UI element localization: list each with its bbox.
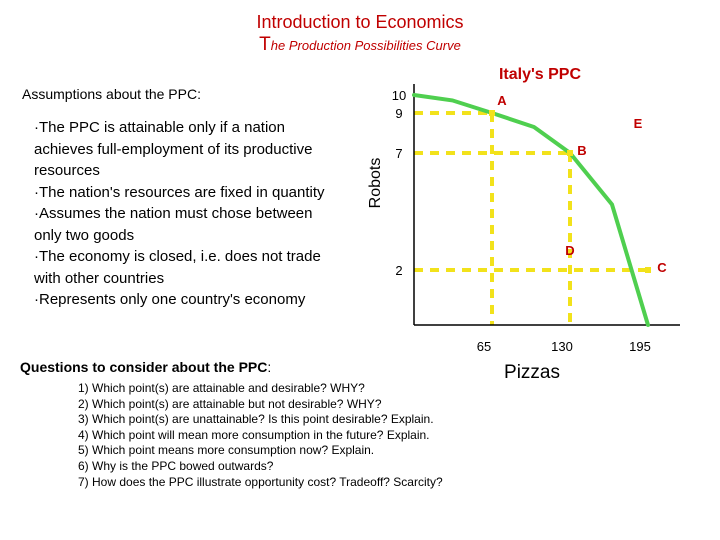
x-axis-label: Pizzas [504,362,560,383]
x-tick-label: 195 [629,339,651,354]
question-item: 6) Why is the PPC bowed outwards? [78,458,274,473]
point-markers [489,110,651,273]
y-tick-label: 10 [392,88,406,103]
questions-heading: Questions to consider about the PPC: [20,359,271,375]
y-tick-label: 9 [395,106,402,121]
assumptions-heading: Assumptions about the PPC: [22,86,201,102]
x-tick-label: 130 [551,339,573,354]
slide-subtitle: The Production Possibilities Curve [0,34,720,56]
point-label-d: D [565,243,574,258]
y-tick-label: 2 [395,263,402,278]
ppc-curve [412,93,650,327]
assumption-item: ·The economy is closed, i.e. does not tr… [34,248,325,287]
questions-heading-colon: : [267,359,272,375]
subtitle-initial: T [259,34,271,55]
point-label-c: C [657,260,667,275]
slide-title: Introduction to Economics [256,12,464,32]
point-label-e: E [634,116,643,131]
guide-lines [414,111,648,325]
assumption-item: ·Represents only one country's economy [34,291,306,308]
assumption-item: ·The PPC is attainable only if a nation … [34,119,317,179]
assumption-item: ·The nation's resources are fixed in qua… [34,183,325,201]
question-item: 3) Which point(s) are unattainable? Is t… [78,412,434,427]
assumptions-list: ·The PPC is attainable only if a nation … [34,117,334,311]
questions-heading-text: Questions to consider about the PPC [20,359,268,375]
point-labels: A B C D E [497,93,667,275]
question-item: 2) Which point(s) are attainable but not… [78,396,382,411]
assumption-item: ·Assumes the nation must chose between o… [34,205,317,244]
question-item: 5) Which point means more consumption no… [78,443,375,458]
subtitle-text: he Production Possibilities Curve [270,38,461,53]
y-axis-label: Robots [367,158,384,209]
point-label-a: A [497,93,507,108]
x-tick-label: 65 [477,339,491,354]
point-marker-b [567,150,573,156]
chart-title: Italy's PPC [498,66,582,83]
point-label-b: B [577,143,586,158]
y-tick-label: 7 [395,146,402,161]
point-marker-a [489,110,495,116]
question-item: 4) Which point will mean more consumptio… [78,427,430,442]
question-item: 7) How does the PPC illustrate opportuni… [78,474,443,489]
question-item: 1) Which point(s) are attainable and des… [78,381,365,395]
point-marker-c [645,267,651,273]
questions-list: 1) Which point(s) are attainable and des… [78,381,678,490]
